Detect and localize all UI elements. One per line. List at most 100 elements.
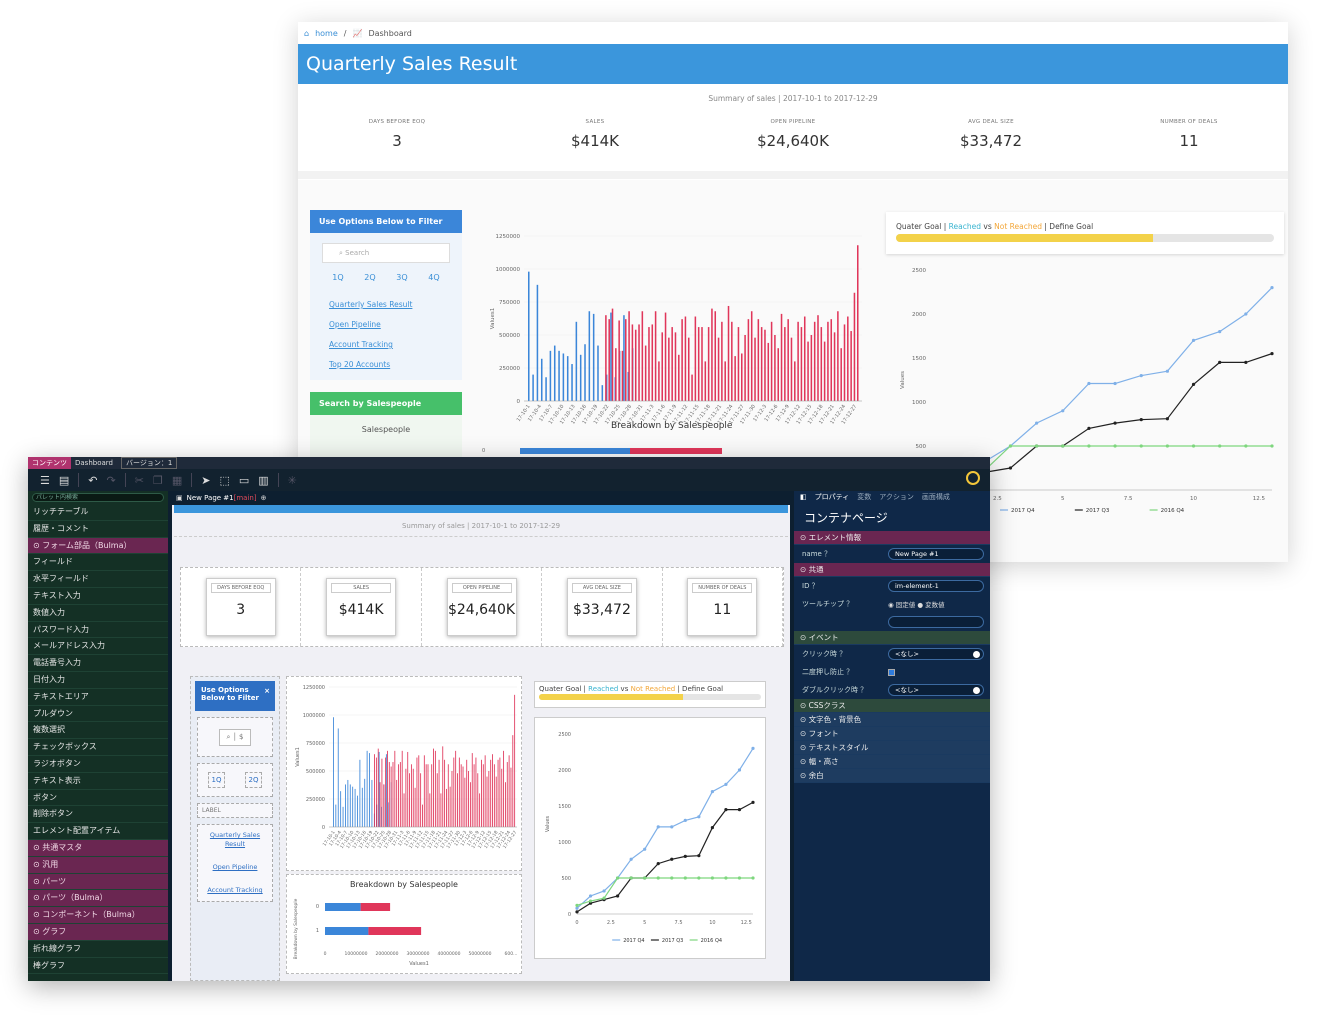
dblclick-select[interactable]: <なし> <box>888 684 984 696</box>
palette-item[interactable]: 電話番号入力 <box>28 655 168 672</box>
canvas-hbar-box[interactable]: Breakdown by Salespeople Breakdown by Sa… <box>286 874 522 974</box>
bar-blue <box>378 751 380 827</box>
calculator-icon[interactable]: ▥ <box>258 473 269 487</box>
canvas-kpi-cell[interactable]: SALES $414K <box>301 568 422 646</box>
layers-icon[interactable]: ☰ <box>40 473 50 487</box>
paste-icon[interactable]: ▦ <box>171 473 183 487</box>
palette-search-input[interactable]: パレット内検索 <box>32 493 164 502</box>
goal-reached[interactable]: Reached <box>948 222 981 231</box>
tooltip-input[interactable] <box>888 616 984 628</box>
section-css[interactable]: ⊙ CSSクラス <box>794 699 990 713</box>
canvas-kpi-cell[interactable]: DAYS BEFORE EOQ 3 <box>181 568 302 646</box>
page-tab[interactable]: New Page #1[main] <box>187 494 257 502</box>
quarter-button[interactable]: 3Q <box>396 273 408 282</box>
palette-item[interactable]: 削除ボタン <box>28 806 168 824</box>
palette-item[interactable]: チェックボックス <box>28 739 168 756</box>
canvas-line-chart-box[interactable]: 0 500 1000 1500 2000 2500 0 2.5 5 7.5 10 12.5 Values… <box>534 717 766 959</box>
name-input[interactable]: New Page #1 <box>888 548 984 560</box>
tab-variables[interactable]: 変数 <box>857 493 872 501</box>
click-select[interactable]: <なし> <box>888 648 984 660</box>
version-badge[interactable]: バージョン：1 <box>120 457 178 469</box>
quarter-button[interactable]: 2Q <box>244 772 263 788</box>
quarter-button[interactable]: 1Q <box>332 273 344 282</box>
section-font[interactable]: ⊙ フォント <box>794 727 990 741</box>
palette-item[interactable]: 複数選択 <box>28 722 168 740</box>
canvas-goal-panel[interactable]: Quater Goal | Reached vs Not Reached | D… <box>534 681 766 708</box>
salespeople-label[interactable]: Salespeople <box>361 425 411 434</box>
palette-item[interactable]: ボタン <box>28 790 168 807</box>
edit-icon[interactable] <box>966 471 980 485</box>
cut-icon[interactable]: ✂ <box>134 473 144 487</box>
section-size[interactable]: ⊙ 幅・高さ <box>794 755 990 769</box>
palette-item[interactable]: プルダウン <box>28 706 168 723</box>
filter-link[interactable]: Top 20 Accounts <box>329 360 391 369</box>
palette-item[interactable]: 棒グラフ <box>28 958 168 975</box>
palette-item[interactable]: テキストエリア <box>28 689 168 706</box>
quarter-button[interactable]: 1Q <box>207 772 226 788</box>
canvas-search-box[interactable]: ⌕ │ $ <box>197 717 273 757</box>
palette-category[interactable]: ⊙ 共通マスタ <box>28 839 168 857</box>
double-press-checkbox[interactable] <box>888 668 895 676</box>
add-page-icon[interactable]: ⊕ <box>260 494 267 502</box>
tab-properties[interactable]: プロパティ <box>814 493 850 501</box>
palette-item[interactable]: テキスト表示 <box>28 773 168 790</box>
quarter-button[interactable]: 2Q <box>364 273 376 282</box>
palette-item[interactable]: 水平フィールド <box>28 571 168 588</box>
search-input[interactable]: ⌕ Search <box>322 243 450 263</box>
pointer-icon[interactable]: ➤ <box>201 473 211 487</box>
palette-category[interactable]: ⊙ コンポーネント（Bulma） <box>28 907 168 924</box>
canvas-kpi-cell[interactable]: OPEN PIPELINE $24,640K <box>422 568 543 646</box>
id-input[interactable]: im-element-1 <box>888 580 984 592</box>
canvas-link[interactable]: Account Tracking <box>207 886 263 894</box>
canvas-link[interactable]: Quarterly Sales Result <box>209 831 261 848</box>
goal-not-reached[interactable]: Not Reached <box>994 222 1042 231</box>
goal-define[interactable]: | Define Goal <box>1042 222 1094 231</box>
monitor-icon[interactable]: ▭ <box>238 473 250 487</box>
tab-screen[interactable]: 画面構成 <box>921 493 950 501</box>
canvas-link[interactable]: Open Pipeline <box>212 863 258 871</box>
close-icon[interactable]: × <box>264 687 270 695</box>
breadcrumb-home[interactable]: home <box>315 28 338 38</box>
quarter-button[interactable]: 4Q <box>428 273 440 282</box>
section-text-style[interactable]: ⊙ テキストスタイル <box>794 741 990 755</box>
section-margin[interactable]: ⊙ 余白 <box>794 769 990 783</box>
palette-category[interactable]: ⊙ フォーム部品（Bulma） <box>28 537 168 555</box>
palette-item[interactable]: 日付入力 <box>28 672 168 689</box>
filter-link[interactable]: Account Tracking <box>329 340 393 349</box>
copy-icon[interactable]: ❐ <box>152 473 163 487</box>
canvas-kpi-cell[interactable]: AVG DEAL SIZE $33,472 <box>542 568 663 646</box>
palette-item[interactable]: 履歴・コメント <box>28 521 168 538</box>
palette-item[interactable]: 数値入力 <box>28 605 168 622</box>
undo-icon[interactable]: ↶ <box>88 473 98 487</box>
redo-icon[interactable]: ↷ <box>106 473 116 487</box>
section-color[interactable]: ⊙ 文字色・背景色 <box>794 713 990 727</box>
palette-item[interactable]: パスワード入力 <box>28 622 168 639</box>
palette-category[interactable]: ⊙ パーツ（Bulma） <box>28 890 168 908</box>
contents-tab[interactable]: コンテンツ <box>28 457 71 469</box>
bar-red <box>664 312 667 401</box>
palette-item[interactable]: メールアドレス入力 <box>28 638 168 656</box>
canvas-scrollbar[interactable] <box>790 491 794 981</box>
document-icon[interactable]: ▤ <box>58 473 70 487</box>
palette-item[interactable]: テキスト入力 <box>28 588 168 605</box>
palette-category[interactable]: ⊙ グラフ <box>28 923 168 941</box>
palette-category[interactable]: ⊙ 汎用 <box>28 856 168 874</box>
section-common[interactable]: ⊙ 共通 <box>794 563 990 577</box>
tooltip-radio[interactable]: ◉ 固定値 ● 変数値 <box>888 601 945 609</box>
canvas-kpi-cell[interactable]: NUMBER OF DEALS 11 <box>663 568 784 646</box>
filter-link[interactable]: Open Pipeline <box>329 320 381 329</box>
filter-link[interactable]: Quarterly Sales Result <box>329 300 413 309</box>
canvas-filter-header[interactable]: Use Options Below to Filter × <box>195 681 275 711</box>
palette-item[interactable]: フィールド <box>28 554 168 572</box>
tab-actions[interactable]: アクション <box>879 493 914 501</box>
palette-item[interactable]: ラジオボタン <box>28 756 168 773</box>
section-event[interactable]: ⊙ イベント <box>794 631 990 645</box>
canvas-label-box[interactable]: LABEL <box>197 803 273 818</box>
canvas-bar-chart-box[interactable]: 0 250000 500000 750000 1000000 1250000 Values1… <box>286 676 522 871</box>
palette-item[interactable]: リッチテーブル <box>28 504 168 521</box>
palette-item[interactable]: エレメント配置アイテム <box>28 823 168 840</box>
palette-item[interactable]: 折れ線グラフ <box>28 941 168 958</box>
section-element-info[interactable]: ⊙ エレメント情報 <box>794 531 990 545</box>
select-area-icon[interactable]: ⬚ <box>219 473 230 487</box>
palette-category[interactable]: ⊙ パーツ <box>28 873 168 891</box>
